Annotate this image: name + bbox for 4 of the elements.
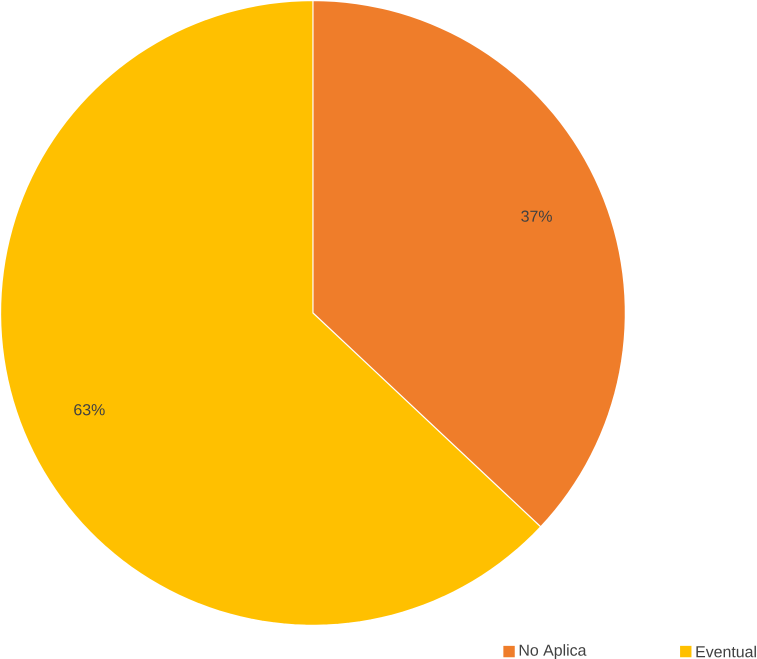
- data-label: 37%: [521, 210, 552, 222]
- data-label: 63%: [74, 404, 105, 416]
- legend-label: No Aplica: [520, 644, 586, 659]
- legend-label: Eventual: [696, 646, 756, 658]
